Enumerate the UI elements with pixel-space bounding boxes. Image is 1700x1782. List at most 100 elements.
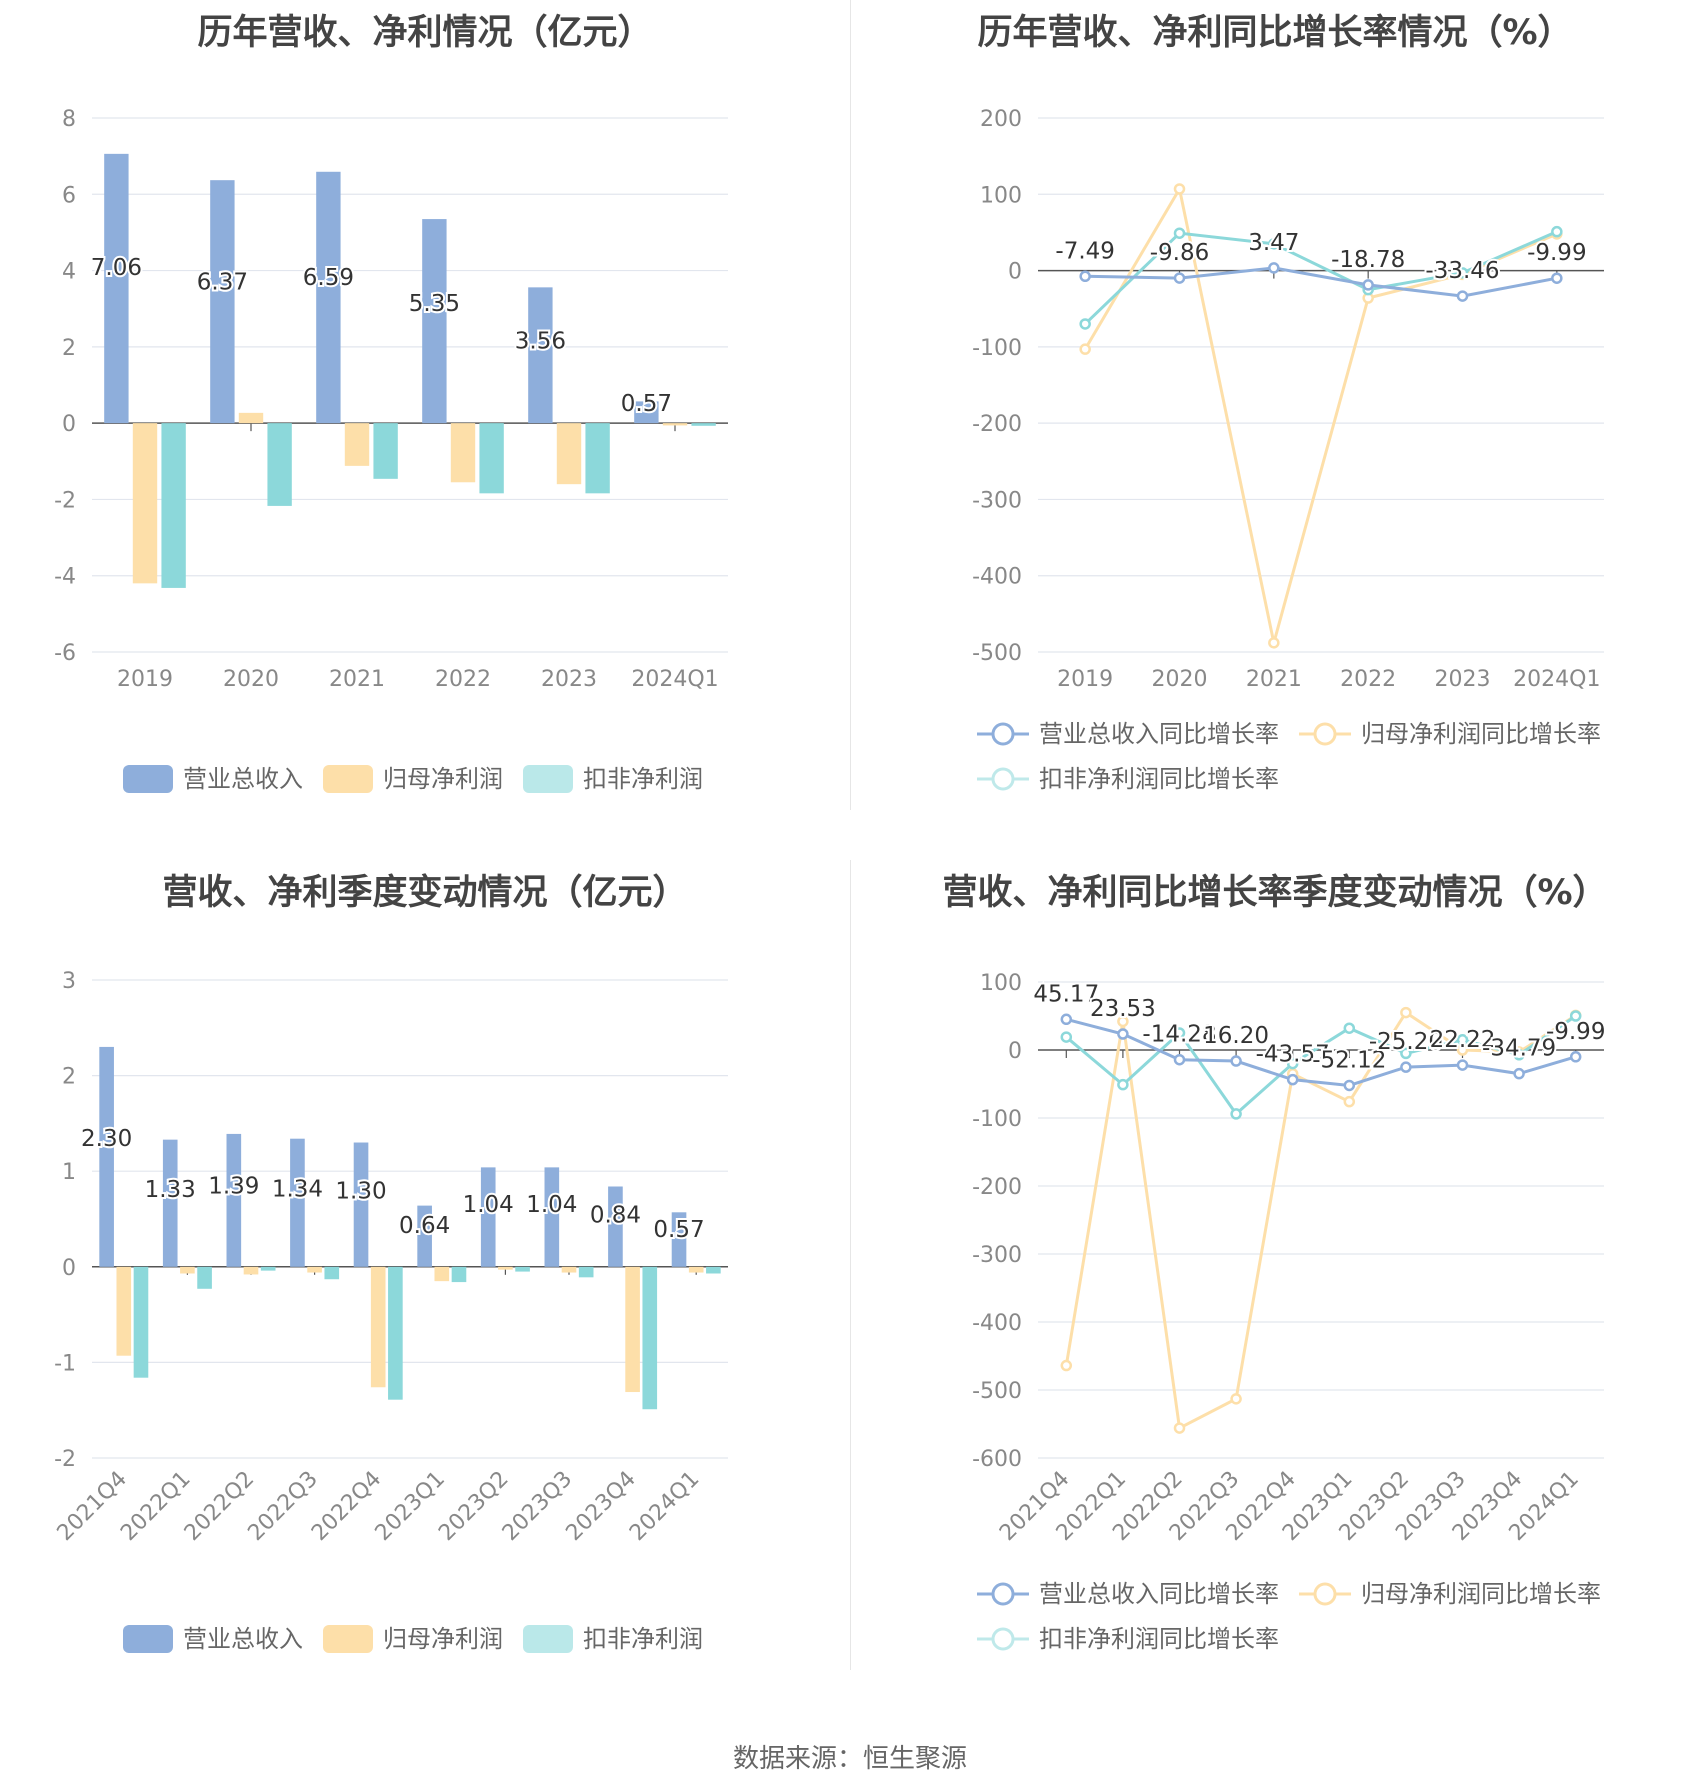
data-point xyxy=(1343,1079,1356,1092)
bar-net-profit xyxy=(662,423,688,426)
data-label: -52.12 xyxy=(1312,1047,1386,1073)
bar-net-profit xyxy=(556,423,582,485)
data-point xyxy=(1456,290,1469,302)
data-point xyxy=(1343,1022,1356,1034)
legend-line-icon xyxy=(977,1627,1029,1651)
bar-deducted-profit xyxy=(578,1266,594,1278)
y-tick-label: 0 xyxy=(1008,1039,1022,1064)
legend-label: 营业总收入 xyxy=(183,1625,303,1653)
data-point xyxy=(1456,1059,1469,1071)
data-point xyxy=(1343,1095,1356,1108)
data-label: 1.34 xyxy=(272,1176,323,1202)
legend-swatch-net-profit xyxy=(323,1625,373,1653)
y-tick-label: 0 xyxy=(62,1256,76,1281)
data-label: -18.78 xyxy=(1331,247,1405,273)
y-tick-label: 200 xyxy=(980,107,1022,132)
data-label: 16.20 xyxy=(1203,1023,1269,1049)
x-tick-label: 2021Q4 xyxy=(53,1467,132,1546)
data-point xyxy=(1513,1049,1525,1061)
data-point xyxy=(1173,1053,1186,1066)
legend-label: 归母净利润同比增长率 xyxy=(1361,1580,1601,1608)
data-label: 6.59 xyxy=(303,265,354,291)
data-point xyxy=(1400,1061,1412,1073)
y-tick-label: 8 xyxy=(62,107,76,132)
bar-revenue xyxy=(226,1133,242,1267)
data-point xyxy=(1079,270,1091,283)
data-label: -9.99 xyxy=(1546,1019,1606,1045)
bar-net-profit xyxy=(688,1266,704,1273)
y-tick-label: -6 xyxy=(54,641,76,666)
data-label: 0.57 xyxy=(653,1217,704,1243)
data-source-label: 数据来源：恒生聚源 xyxy=(732,1744,967,1774)
bar-net-profit xyxy=(307,1266,322,1273)
bar-revenue xyxy=(162,1139,178,1267)
x-tick-label: 2022 xyxy=(435,667,491,692)
legend-label: 营业总收入 xyxy=(183,765,303,793)
y-tick-label: 0 xyxy=(62,412,76,437)
chart-title: 历年营收、净利情况（亿元） xyxy=(197,13,653,53)
chart-title: 营收、净利同比增长率季度变动情况（%） xyxy=(942,873,1608,913)
data-label: -34.79 xyxy=(1482,1036,1556,1062)
data-point xyxy=(1173,1422,1186,1434)
bar-deducted-profit xyxy=(373,423,398,479)
y-tick-label: -100 xyxy=(972,1107,1022,1132)
bar-net-profit xyxy=(370,1266,386,1388)
legend-line-icon xyxy=(1299,722,1351,746)
y-tick-label: -2 xyxy=(54,1447,76,1472)
quarterly-growth-chart-panel: 营收、净利同比增长率季度变动情况（%） 100 0 -100 -200 -300 -400… xyxy=(850,860,1700,1720)
y-tick-label: -300 xyxy=(972,1243,1022,1268)
bar-deducted-profit xyxy=(260,1266,276,1271)
data-label: -14.28 xyxy=(1142,1022,1216,1048)
y-tick-label: 100 xyxy=(980,183,1022,208)
legend-swatch-deducted-profit xyxy=(523,1625,573,1653)
x-tick-label: 2023Q3 xyxy=(498,1467,577,1546)
data-label: 1.39 xyxy=(208,1174,259,1200)
x-tick-label: 2020 xyxy=(223,667,279,692)
x-tick-label: 2024Q1 xyxy=(1513,667,1600,692)
data-label: 1.04 xyxy=(463,1192,514,1218)
bar-deducted-profit xyxy=(324,1266,340,1280)
data-point xyxy=(1456,267,1469,279)
bar-deducted-profit xyxy=(691,423,716,426)
legend-label: 扣非净利润 xyxy=(583,765,703,793)
bar-net-profit xyxy=(344,423,370,466)
x-tick-label: 2023 xyxy=(541,667,597,692)
data-point xyxy=(1060,1013,1073,1026)
series-line-net-growth xyxy=(1064,1010,1577,1431)
bar-net-profit xyxy=(625,1266,640,1393)
data-label: -9.86 xyxy=(1150,240,1210,266)
chart-title: 营收、净利季度变动情况（亿元） xyxy=(162,873,688,913)
legend: 营业总收入 归母净利润 扣非净利润 xyxy=(0,765,850,805)
divider-vertical-top xyxy=(850,0,851,810)
bar-revenue xyxy=(104,153,129,424)
data-label: 23.53 xyxy=(1090,996,1156,1022)
bar-revenue xyxy=(417,1205,432,1267)
legend-line-icon xyxy=(977,767,1029,791)
data-point xyxy=(1060,1031,1073,1043)
data-point xyxy=(1173,227,1186,239)
data-label: -33.46 xyxy=(1425,258,1499,284)
data-label: 2.30 xyxy=(81,1126,132,1152)
y-tick-label: -4 xyxy=(54,565,76,590)
bar-revenue xyxy=(528,287,553,424)
data-point xyxy=(1569,1051,1582,1063)
legend-swatch-revenue xyxy=(123,765,173,793)
legend-line-icon xyxy=(977,1582,1029,1606)
legend-label: 营业总收入同比增长率 xyxy=(1039,1580,1279,1608)
legend: 营业总收入同比增长率 归母净利润同比增长率 扣非净利润同比增长率 xyxy=(850,1580,1700,1670)
legend-label: 归母净利润 xyxy=(383,1625,503,1653)
x-tick-label: 2021 xyxy=(329,667,385,692)
annual-bar-chart: 8 6 4 2 0 -2 -4 -6 2019 2020 2021 2022 2023 2024Q1 7.0… xyxy=(54,107,728,692)
bar-net-profit xyxy=(132,423,158,584)
x-tick-label: 2022 xyxy=(1340,667,1396,692)
data-point xyxy=(1230,1055,1242,1067)
legend-swatch-deducted-profit xyxy=(523,765,573,793)
y-tick-label: 4 xyxy=(62,260,76,285)
divider-vertical-bottom xyxy=(850,860,851,1670)
y-tick-label: 3 xyxy=(62,969,76,994)
y-tick-label: -400 xyxy=(972,565,1022,590)
data-label: 1.30 xyxy=(335,1178,386,1204)
bar-net-profit xyxy=(561,1266,577,1273)
bar-revenue xyxy=(480,1167,496,1267)
data-label: -43.57 xyxy=(1256,1042,1330,1068)
